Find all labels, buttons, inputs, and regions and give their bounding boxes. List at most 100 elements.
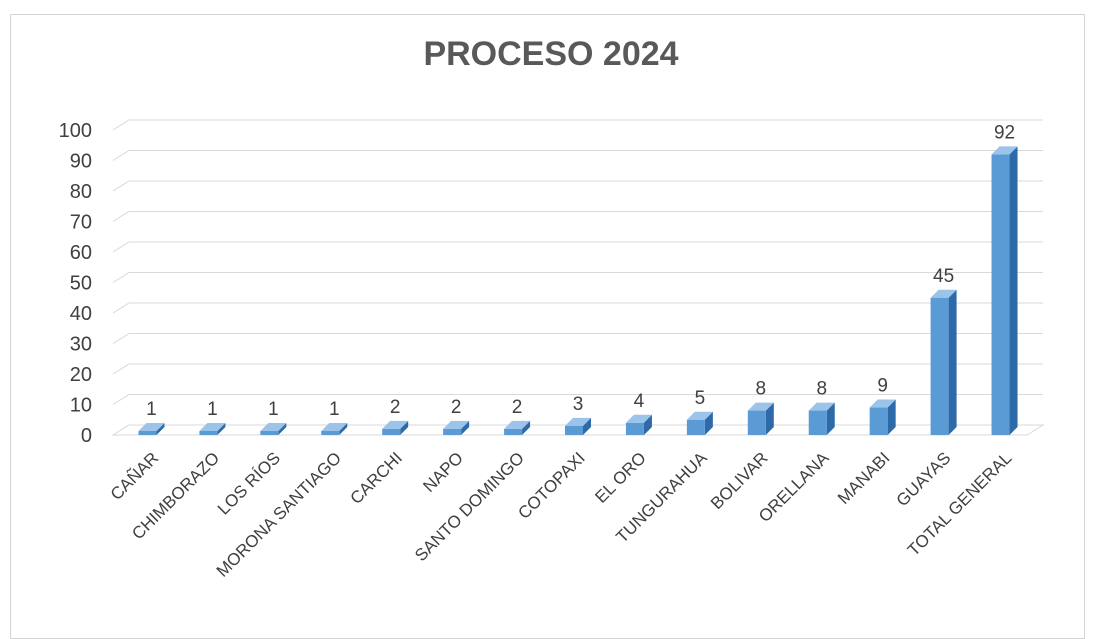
- bar-side: [765, 402, 774, 435]
- bar-front: [260, 431, 279, 435]
- bar-front: [504, 428, 523, 435]
- data-label: 1: [268, 399, 279, 420]
- bar-top: [930, 289, 957, 298]
- bar-side: [461, 420, 470, 435]
- bar: [199, 423, 226, 435]
- bar-side: [826, 402, 835, 435]
- y-tick-label: 100: [59, 120, 92, 142]
- bar-front: [747, 410, 766, 435]
- data-label: 8: [756, 379, 767, 400]
- bar-front: [808, 410, 827, 435]
- gridline: [112, 272, 1043, 283]
- y-tick-label: 10: [70, 395, 92, 417]
- bar: [443, 420, 470, 435]
- bar-top: [504, 420, 531, 429]
- gridline: [112, 363, 1043, 375]
- bar-front: [138, 431, 157, 435]
- y-tick-label: 60: [70, 242, 92, 264]
- bar-front: [382, 428, 401, 435]
- gridline: [112, 302, 1043, 314]
- gridline: [112, 394, 1043, 405]
- bar-front: [321, 431, 340, 435]
- x-tick-label: TOTAL GENERAL: [904, 448, 1015, 559]
- bar-top: [321, 423, 348, 431]
- gridline: [112, 150, 1043, 161]
- y-tick-label: 20: [70, 364, 92, 386]
- data-label: 1: [207, 399, 218, 420]
- bar: [625, 414, 652, 435]
- bar: [321, 423, 348, 435]
- chart-frame: [10, 14, 1085, 639]
- data-label: 9: [877, 376, 888, 397]
- bar-side: [339, 423, 348, 435]
- y-tick-label: 90: [70, 151, 92, 173]
- data-label: 92: [994, 122, 1015, 143]
- data-label: 8: [816, 379, 827, 400]
- x-tick-label: GUAYAS: [893, 448, 955, 510]
- data-label: 2: [512, 397, 523, 418]
- data-label: 2: [451, 397, 462, 418]
- bar-front: [565, 425, 583, 435]
- y-tick-label: 80: [70, 181, 92, 203]
- bar-top: [382, 420, 409, 429]
- bar-side: [948, 289, 957, 435]
- bar-side: [583, 417, 591, 435]
- chart-title: PROCESO 2024: [423, 35, 678, 73]
- bar-front: [443, 428, 462, 435]
- bar: [930, 289, 957, 435]
- bar: [991, 146, 1018, 435]
- gridline: [112, 241, 1043, 253]
- y-tick-label: 0: [81, 425, 92, 447]
- bar: [382, 420, 409, 435]
- bar: [565, 417, 591, 435]
- data-label: 4: [634, 391, 645, 412]
- data-label: 1: [146, 399, 157, 420]
- bar: [504, 420, 531, 435]
- bar-front: [625, 422, 644, 435]
- bar-side: [704, 411, 713, 435]
- bar: [869, 399, 896, 435]
- bar-side: [400, 420, 409, 435]
- x-tick-label: CARCHI: [347, 448, 407, 508]
- bar-side: [278, 423, 287, 435]
- bar-side: [217, 423, 226, 435]
- bar: [138, 423, 165, 435]
- y-tick-label: 30: [70, 334, 92, 356]
- x-tick-label: MORONA SANTIAGO: [213, 448, 345, 580]
- bar-front: [199, 431, 218, 435]
- bar-side: [1009, 146, 1018, 435]
- bar-top: [260, 423, 287, 431]
- x-tick-label: CAÑAR: [107, 448, 163, 504]
- gridline: [112, 119, 1043, 131]
- y-tick-label: 50: [70, 273, 92, 295]
- bar-top: [443, 420, 470, 429]
- y-tick-label: 40: [70, 303, 92, 325]
- bar-top: [625, 414, 652, 423]
- bar-top: [869, 399, 896, 408]
- bar-top: [808, 402, 835, 411]
- bar-top: [686, 411, 713, 420]
- bar-front: [991, 154, 1010, 435]
- y-tick-label: 70: [70, 212, 92, 234]
- bar-side: [887, 399, 896, 435]
- bar-top: [565, 417, 591, 426]
- bar-front: [930, 297, 949, 435]
- x-tick-label: EL ORO: [591, 448, 649, 506]
- bar-top: [199, 423, 226, 431]
- bar-front: [869, 407, 888, 435]
- bar-front: [686, 419, 705, 435]
- data-label: 1: [329, 399, 340, 420]
- data-label: 45: [933, 266, 954, 287]
- chart-floor: [111, 424, 1045, 436]
- data-label: 5: [695, 388, 706, 409]
- bar-top: [991, 146, 1018, 155]
- x-tick-label: MANABI: [834, 448, 894, 508]
- data-label: 2: [390, 397, 401, 418]
- data-label: 3: [573, 394, 584, 415]
- bar-top: [747, 402, 774, 411]
- bar-side: [522, 420, 531, 435]
- bar: [808, 402, 835, 435]
- bar-side: [156, 423, 165, 435]
- bar: [686, 411, 713, 435]
